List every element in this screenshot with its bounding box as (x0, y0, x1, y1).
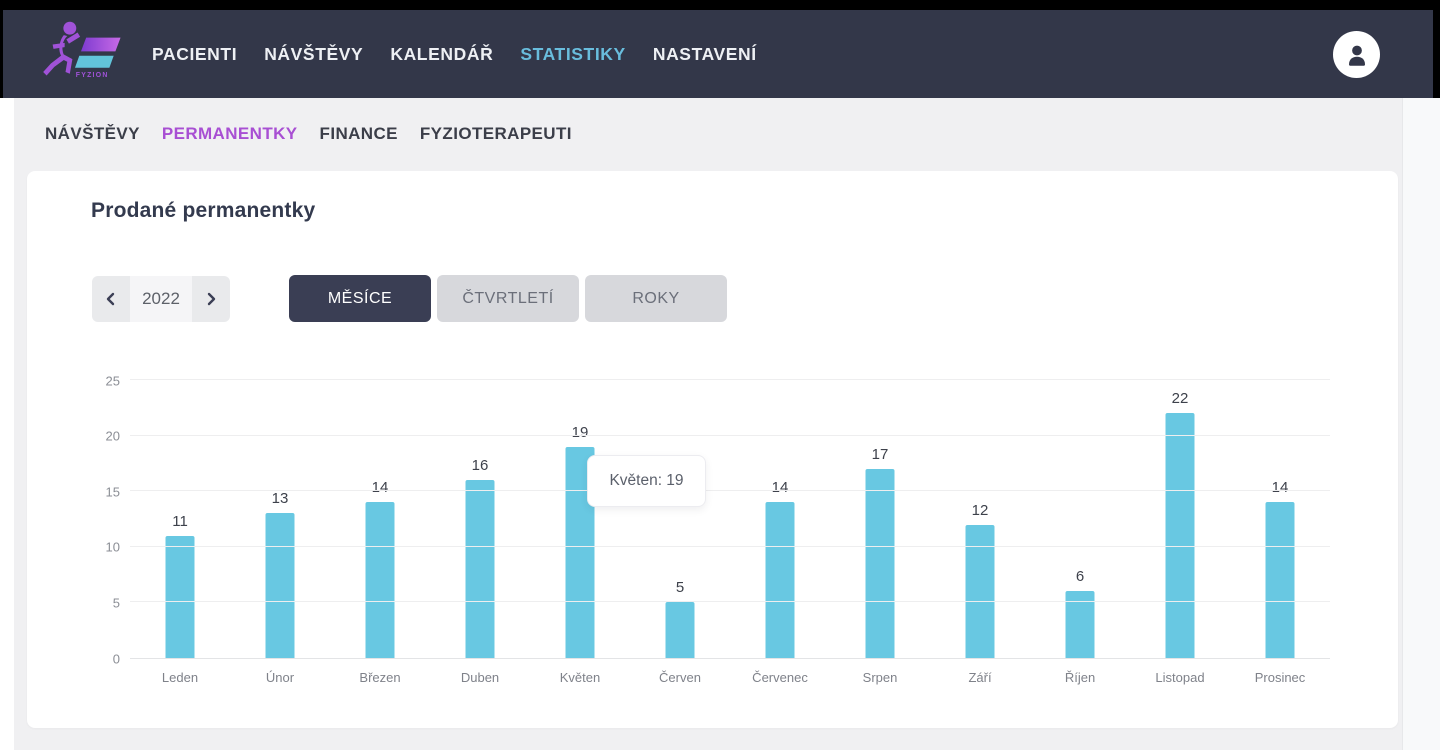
bar-value-label: 12 (971, 501, 989, 519)
window-right-strip (1402, 98, 1440, 750)
subnav-item-navstevy[interactable]: NÁVŠTĚVY (45, 124, 140, 143)
bar-slots: 11 Leden 13 Únor 14 Březen 16 Duben 19 Květen 5 Čer… (130, 381, 1330, 685)
x-axis-category-label: Listopad (1155, 670, 1205, 685)
user-avatar[interactable] (1333, 31, 1380, 78)
page-title: Prodané permanentky (91, 199, 316, 222)
bar-listopad[interactable] (1165, 413, 1195, 658)
chevron-right-icon (207, 292, 216, 306)
bar-chart: 11 Leden 13 Únor 14 Březen 16 Duben 19 Květen 5 Čer… (106, 373, 1330, 685)
next-year-button[interactable] (192, 276, 230, 322)
year-selector: 2022 (92, 276, 230, 322)
logo-text: FYZION (76, 72, 109, 79)
window-right-edge (1433, 0, 1440, 98)
x-axis-category-label: Duben (460, 670, 500, 685)
y-axis-tick-label: 5 (112, 595, 120, 611)
window-left-edge (0, 0, 3, 98)
x-axis-category-label: Leden (161, 670, 199, 685)
bar-slot: 22 Listopad (1130, 381, 1230, 685)
y-axis-tick-label: 25 (105, 373, 120, 388)
gridline (130, 490, 1330, 492)
logo-bars (74, 37, 121, 68)
sold-passes-card: Prodané permanentky 2022 MĚSÍCE ČTVRTLET… (27, 171, 1398, 728)
bar-slot: 5 Červen (630, 381, 730, 685)
bar-value-label: 16 (471, 457, 489, 475)
previous-year-button[interactable] (92, 276, 130, 322)
nav-item-nastaveni[interactable]: NASTAVENÍ (652, 43, 757, 64)
nav-item-navstevy[interactable]: NÁVŠTĚVY (264, 43, 364, 64)
bar-slot: 12 Září (930, 381, 1030, 685)
bar-value-label: 14 (1271, 479, 1289, 497)
bar-value-label: 14 (771, 479, 789, 497)
subnav-item-fyzioterapeuti[interactable]: FYZIOTERAPEUTI (419, 124, 572, 143)
x-axis-category-label: Prosinec (1254, 670, 1306, 685)
bar-slot: 16 Duben (430, 381, 530, 685)
bar-slot: 17 Srpen (830, 381, 930, 685)
y-axis-tick-label: 0 (112, 651, 120, 666)
x-axis-category-label: Září (968, 670, 992, 685)
gridline (130, 545, 1330, 547)
gridline (130, 434, 1330, 436)
x-axis-category-label: Červen (659, 670, 701, 685)
bar-slot: 14 Prosinec (1230, 381, 1330, 685)
bar-prosinec[interactable] (1265, 502, 1295, 658)
year-value: 2022 (130, 276, 192, 322)
bar-slot: 19 Květen (530, 381, 630, 685)
bar-září[interactable] (965, 524, 995, 658)
x-axis-category-label: Červenec (752, 670, 808, 685)
tab-quarters[interactable]: ČTVRTLETÍ (437, 275, 579, 322)
bar-value-label: 6 (1075, 568, 1085, 586)
runner-icon (43, 21, 81, 76)
bar-srpen[interactable] (865, 468, 895, 658)
bar-value-label: 13 (271, 490, 289, 508)
bar-únor[interactable] (265, 513, 295, 658)
subnav-item-finance[interactable]: FINANCE (319, 124, 398, 143)
gridline (130, 379, 1330, 380)
bar-slot: 14 Červenec (730, 381, 830, 685)
x-axis-category-label: Březen (359, 670, 401, 685)
chevron-left-icon (106, 292, 115, 306)
gridline (130, 601, 1330, 603)
y-axis-tick-label: 20 (105, 428, 120, 444)
bar-slot: 11 Leden (130, 381, 230, 685)
x-axis-category-label: Říjen (1064, 670, 1096, 685)
tab-months[interactable]: MĚSÍCE (289, 275, 431, 322)
page-content: NÁVŠTĚVY PERMANENTKY FINANCE FYZIOTERAPE… (14, 98, 1402, 750)
bar-slot: 6 Říjen (1030, 381, 1130, 685)
bar-slot: 14 Březen (330, 381, 430, 685)
bar-value-label: 19 (571, 423, 589, 441)
nav-item-statistiky[interactable]: STATISTIKY (520, 43, 626, 64)
app-logo[interactable]: FYZION (38, 19, 124, 89)
bar-duben[interactable] (465, 480, 495, 658)
bar-value-label: 11 (172, 512, 188, 530)
bar-slot: 13 Únor (230, 381, 330, 685)
x-axis-category-label: Srpen (862, 670, 898, 685)
granularity-tabs: MĚSÍCE ČTVRTLETÍ ROKY (289, 275, 727, 322)
y-axis-tick-label: 10 (105, 539, 120, 555)
main-menu: PACIENTI NÁVŠTĚVY KALENDÁŘ STATISTIKY NA… (152, 44, 757, 65)
window-top-strip (0, 0, 1440, 10)
nav-item-pacienti[interactable]: PACIENTI (152, 43, 238, 64)
x-axis-category-label: Únor (265, 670, 295, 685)
chart-tooltip: Květen: 19 (587, 455, 706, 507)
bar-červenec[interactable] (765, 502, 795, 658)
bar-value-label: 14 (371, 479, 389, 497)
y-axis-tick-label: 15 (105, 484, 120, 500)
bar-březen[interactable] (365, 502, 395, 658)
person-icon (1348, 45, 1365, 66)
bar-value-label: 17 (871, 445, 889, 463)
bar-value-label: 5 (675, 579, 685, 597)
bar-červen[interactable] (665, 602, 695, 658)
main-navbar: FYZION PACIENTI NÁVŠTĚVY KALENDÁŘ STATIS… (0, 10, 1440, 98)
subnav-item-permanentky[interactable]: PERMANENTKY (161, 124, 298, 143)
x-axis-category-label: Květen (559, 670, 601, 685)
nav-item-kalendar[interactable]: KALENDÁŘ (390, 43, 494, 64)
bar-value-label: 22 (1171, 390, 1189, 408)
statistics-subnav: NÁVŠTĚVY PERMANENTKY FINANCE FYZIOTERAPE… (14, 98, 1402, 170)
tab-years[interactable]: ROKY (585, 275, 727, 322)
bar-leden[interactable] (165, 535, 195, 658)
